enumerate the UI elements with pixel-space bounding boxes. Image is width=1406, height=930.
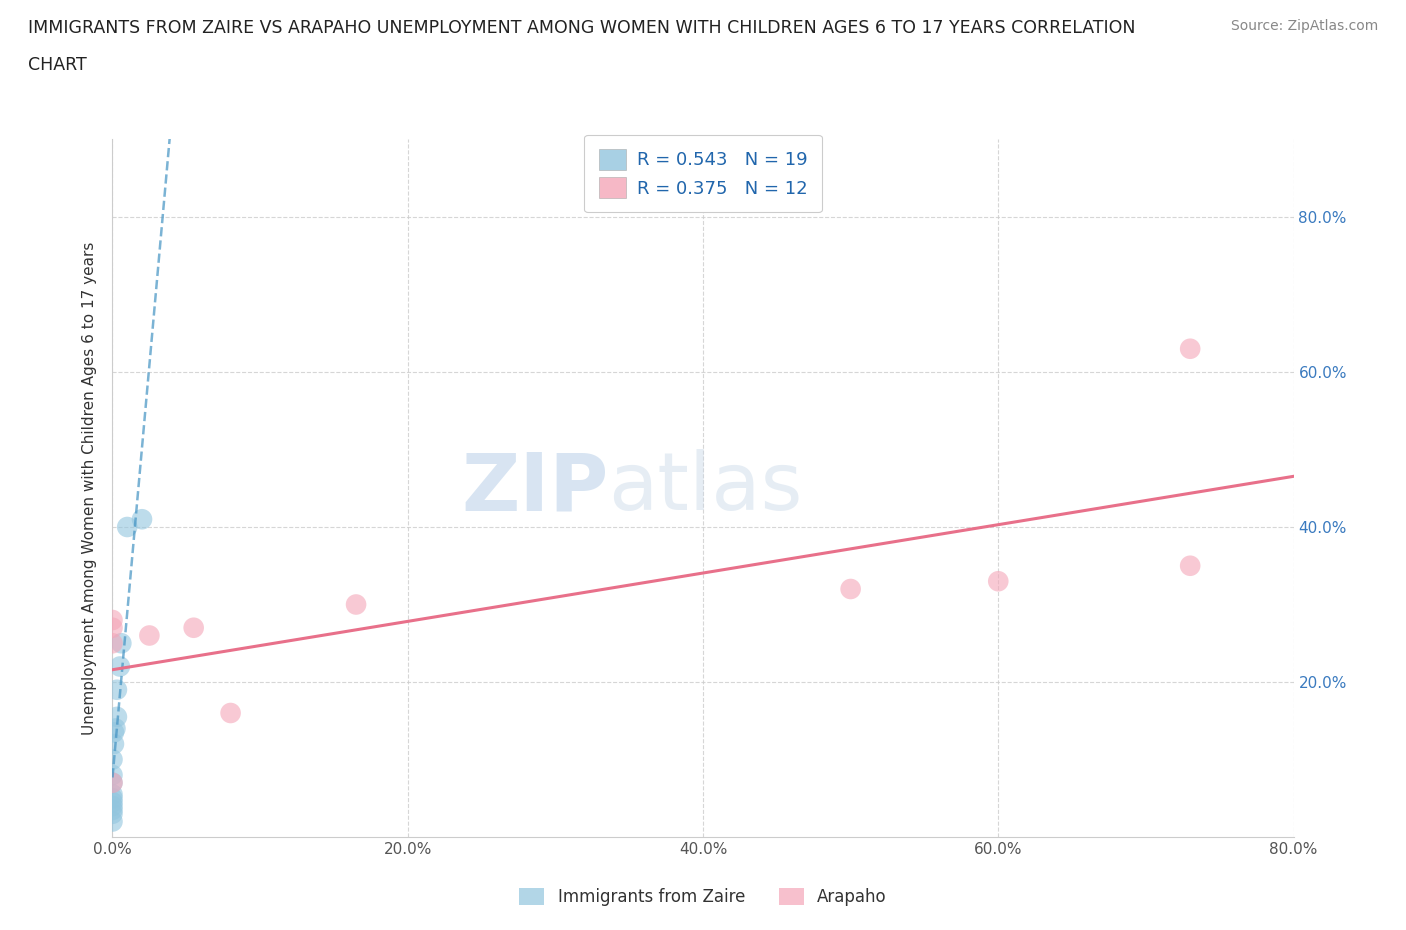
Point (101, 806, 124, 821)
Point (101, 776, 124, 790)
Text: Source: ZipAtlas.com: Source: ZipAtlas.com (1230, 19, 1378, 33)
Point (101, 814, 124, 829)
Point (105, 710, 128, 724)
Point (101, 620, 124, 635)
Point (344, 597, 367, 612)
Point (103, 725, 125, 740)
Point (101, 776, 124, 790)
Text: ZIP: ZIP (461, 449, 609, 527)
Point (101, 787, 124, 802)
Text: IMMIGRANTS FROM ZAIRE VS ARAPAHO UNEMPLOYMENT AMONG WOMEN WITH CHILDREN AGES 6 T: IMMIGRANTS FROM ZAIRE VS ARAPAHO UNEMPLO… (28, 19, 1136, 36)
Point (101, 613, 124, 628)
Point (104, 721, 127, 736)
Point (183, 620, 205, 635)
Point (1178, 558, 1201, 573)
Point (110, 636, 132, 651)
Point (101, 803, 124, 817)
Point (103, 737, 125, 751)
Point (101, 794, 124, 809)
Text: atlas: atlas (609, 449, 803, 527)
Point (1178, 341, 1201, 356)
Point (101, 636, 124, 651)
Legend: Immigrants from Zaire, Arapaho: Immigrants from Zaire, Arapaho (513, 881, 893, 912)
Point (108, 659, 131, 674)
Point (101, 790, 124, 805)
Point (101, 752, 124, 767)
Point (101, 799, 124, 814)
Point (101, 767, 124, 782)
Point (219, 706, 242, 721)
Point (987, 574, 1010, 589)
Point (117, 520, 138, 535)
Text: CHART: CHART (28, 56, 87, 73)
Point (105, 683, 128, 698)
Point (138, 628, 160, 643)
Y-axis label: Unemployment Among Women with Children Ages 6 to 17 years: Unemployment Among Women with Children A… (82, 242, 97, 735)
Point (839, 581, 862, 596)
Point (131, 512, 153, 526)
